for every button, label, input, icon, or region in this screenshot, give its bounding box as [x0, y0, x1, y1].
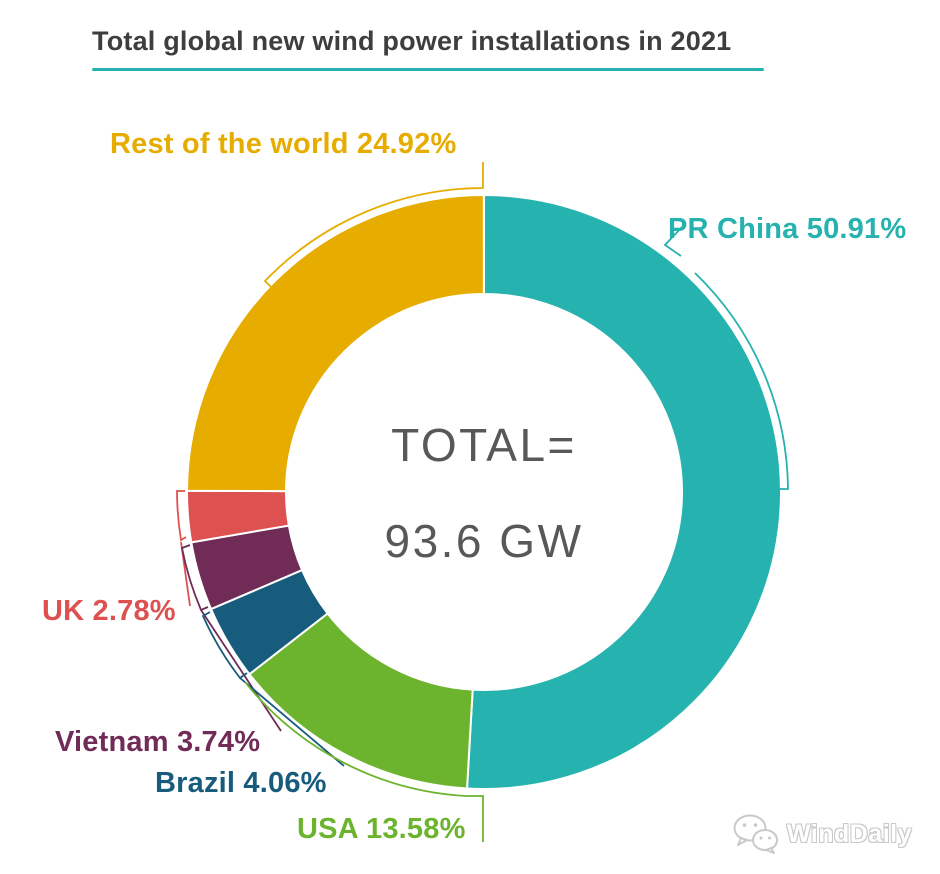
label-uk: UK 2.78%: [42, 595, 176, 627]
page-title: Total global new wind power installation…: [92, 26, 732, 56]
label-usa: USA 13.58%: [297, 813, 466, 845]
leader-brazil: [201, 611, 345, 767]
leader-usa: [244, 681, 484, 842]
leader-rest-of-the-world: [263, 162, 484, 289]
total-label: TOTAL=: [391, 419, 577, 471]
donut-slice-pr-china: [465, 193, 782, 790]
label-rest-of-the-world: Rest of the world 24.92%: [110, 128, 457, 160]
total-value: 93.6 GW: [384, 515, 584, 567]
label-vietnam: Vietnam 3.74%: [55, 726, 261, 758]
watermark-name: WindDaily: [786, 819, 912, 848]
donut-slice-rest-of-the-world: [185, 193, 485, 493]
title-underline: [92, 68, 764, 71]
leader-pr-china: [694, 272, 789, 490]
donut-center-total: TOTAL= 93.6 GW: [304, 418, 664, 568]
wechat-icon: [733, 814, 778, 854]
watermark: WindDaily: [731, 812, 912, 856]
donut-ring: [185, 193, 782, 790]
leader-pr-china-arrow: [663, 226, 683, 257]
leader-vietnam: [180, 544, 282, 732]
label-brazil: Brazil 4.06%: [155, 767, 327, 799]
label-pr-china: PR China 50.91%: [668, 213, 907, 245]
